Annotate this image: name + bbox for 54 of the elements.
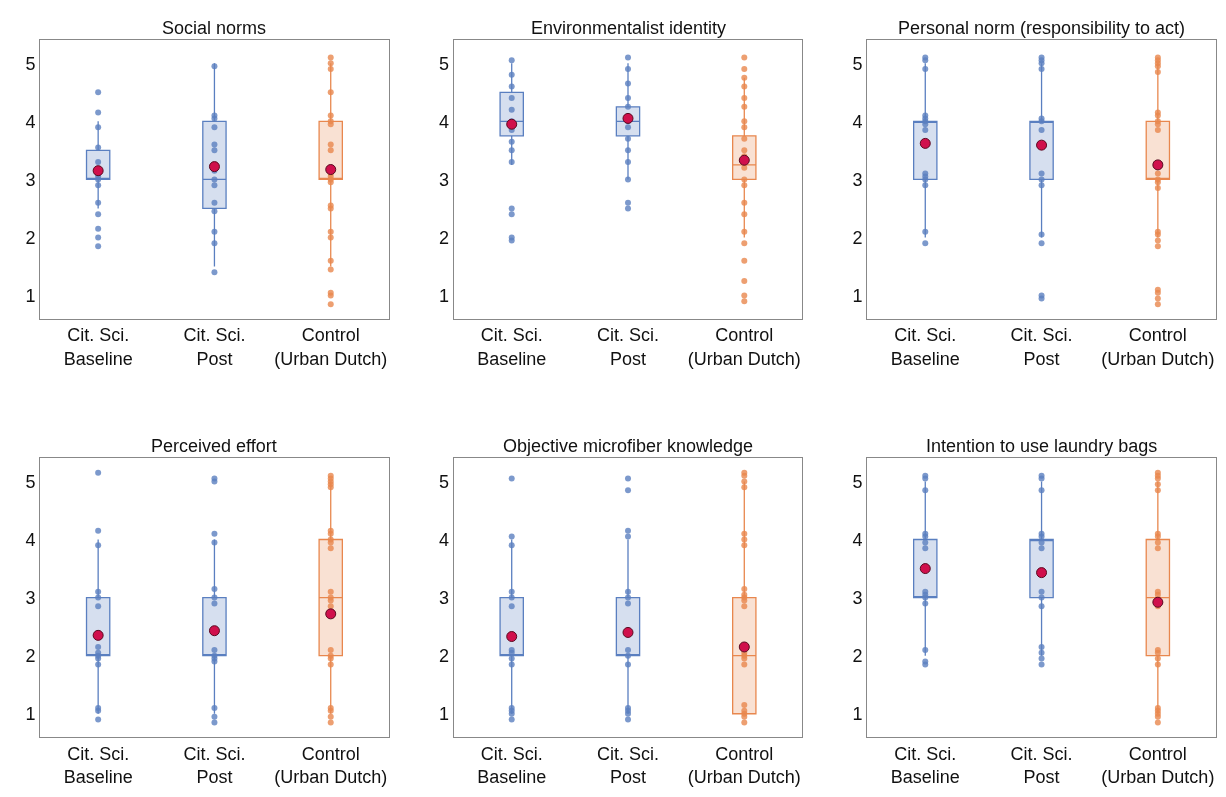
x-tick-label: Cit. Sci. Post [183, 743, 246, 787]
y-tick-label: 3 [438, 587, 449, 608]
chart-title: Social norms [162, 18, 267, 38]
x-tick-label: Cit. Sci. Baseline [477, 325, 547, 369]
y-tick-label: 4 [438, 111, 449, 132]
y-tick-label: 1 [852, 285, 863, 306]
x-tick-label: Cit. Sci. Post [1010, 325, 1073, 369]
y-tick-label: 1 [438, 704, 449, 725]
chart-title: Intention to use laundry bags [926, 436, 1158, 456]
chart-title: Perceived effort [151, 436, 277, 456]
x-tick-label: Control (Urban Dutch) [274, 325, 388, 369]
x-tick-label: Cit. Sci. Baseline [63, 325, 133, 369]
x-tick-label: Cit. Sci. Baseline [477, 743, 547, 787]
y-tick-label: 2 [438, 227, 449, 248]
y-tick-label: 4 [852, 529, 863, 550]
x-tick-label: Control (Urban Dutch) [687, 743, 801, 787]
y-tick-label: 2 [852, 227, 863, 248]
y-tick-label: 2 [438, 645, 449, 666]
x-tick-label: Cit. Sci. Post [596, 325, 660, 369]
y-tick-label: 5 [438, 53, 449, 74]
x-tick-label: Control (Urban Dutch) [1101, 743, 1215, 787]
y-tick-label: 2 [852, 645, 863, 666]
y-tick-label: 5 [25, 471, 36, 492]
x-tick-label: Control (Urban Dutch) [687, 325, 801, 369]
x-tick-label: Cit. Sci. Baseline [890, 325, 960, 369]
x-tick-label: Cit. Sci. Post [183, 325, 246, 369]
x-tick-label: Cit. Sci. Baseline [890, 743, 960, 787]
y-tick-label: 5 [25, 53, 36, 74]
y-tick-label: 3 [852, 169, 863, 190]
x-tick-label: Control (Urban Dutch) [1101, 325, 1215, 369]
y-tick-label: 3 [438, 169, 449, 190]
y-tick-label: 1 [438, 285, 449, 306]
x-tick-label: Cit. Sci. Post [596, 743, 660, 787]
y-tick-label: 5 [438, 471, 449, 492]
y-tick-label: 1 [25, 704, 36, 725]
y-tick-label: 4 [25, 529, 36, 550]
y-tick-label: 3 [852, 587, 863, 608]
y-tick-label: 1 [25, 285, 36, 306]
y-tick-label: 2 [25, 645, 36, 666]
y-tick-label: 4 [25, 111, 36, 132]
x-tick-label: Cit. Sci. Post [1010, 743, 1073, 787]
y-tick-label: 4 [438, 529, 449, 550]
x-tick-label: Control (Urban Dutch) [274, 743, 388, 787]
y-tick-label: 3 [25, 587, 36, 608]
chart-title: Environmentalist identity [531, 18, 727, 38]
y-tick-label: 5 [852, 471, 863, 492]
y-tick-label: 1 [852, 704, 863, 725]
y-tick-label: 2 [25, 227, 36, 248]
y-tick-label: 4 [852, 111, 863, 132]
y-tick-label: 5 [852, 53, 863, 74]
x-tick-label: Cit. Sci. Baseline [63, 743, 133, 787]
chart-title: Objective microfiber knowledge [503, 436, 754, 456]
y-tick-label: 3 [25, 169, 36, 190]
chart-title: Personal norm (responsibility to act) [898, 18, 1186, 38]
